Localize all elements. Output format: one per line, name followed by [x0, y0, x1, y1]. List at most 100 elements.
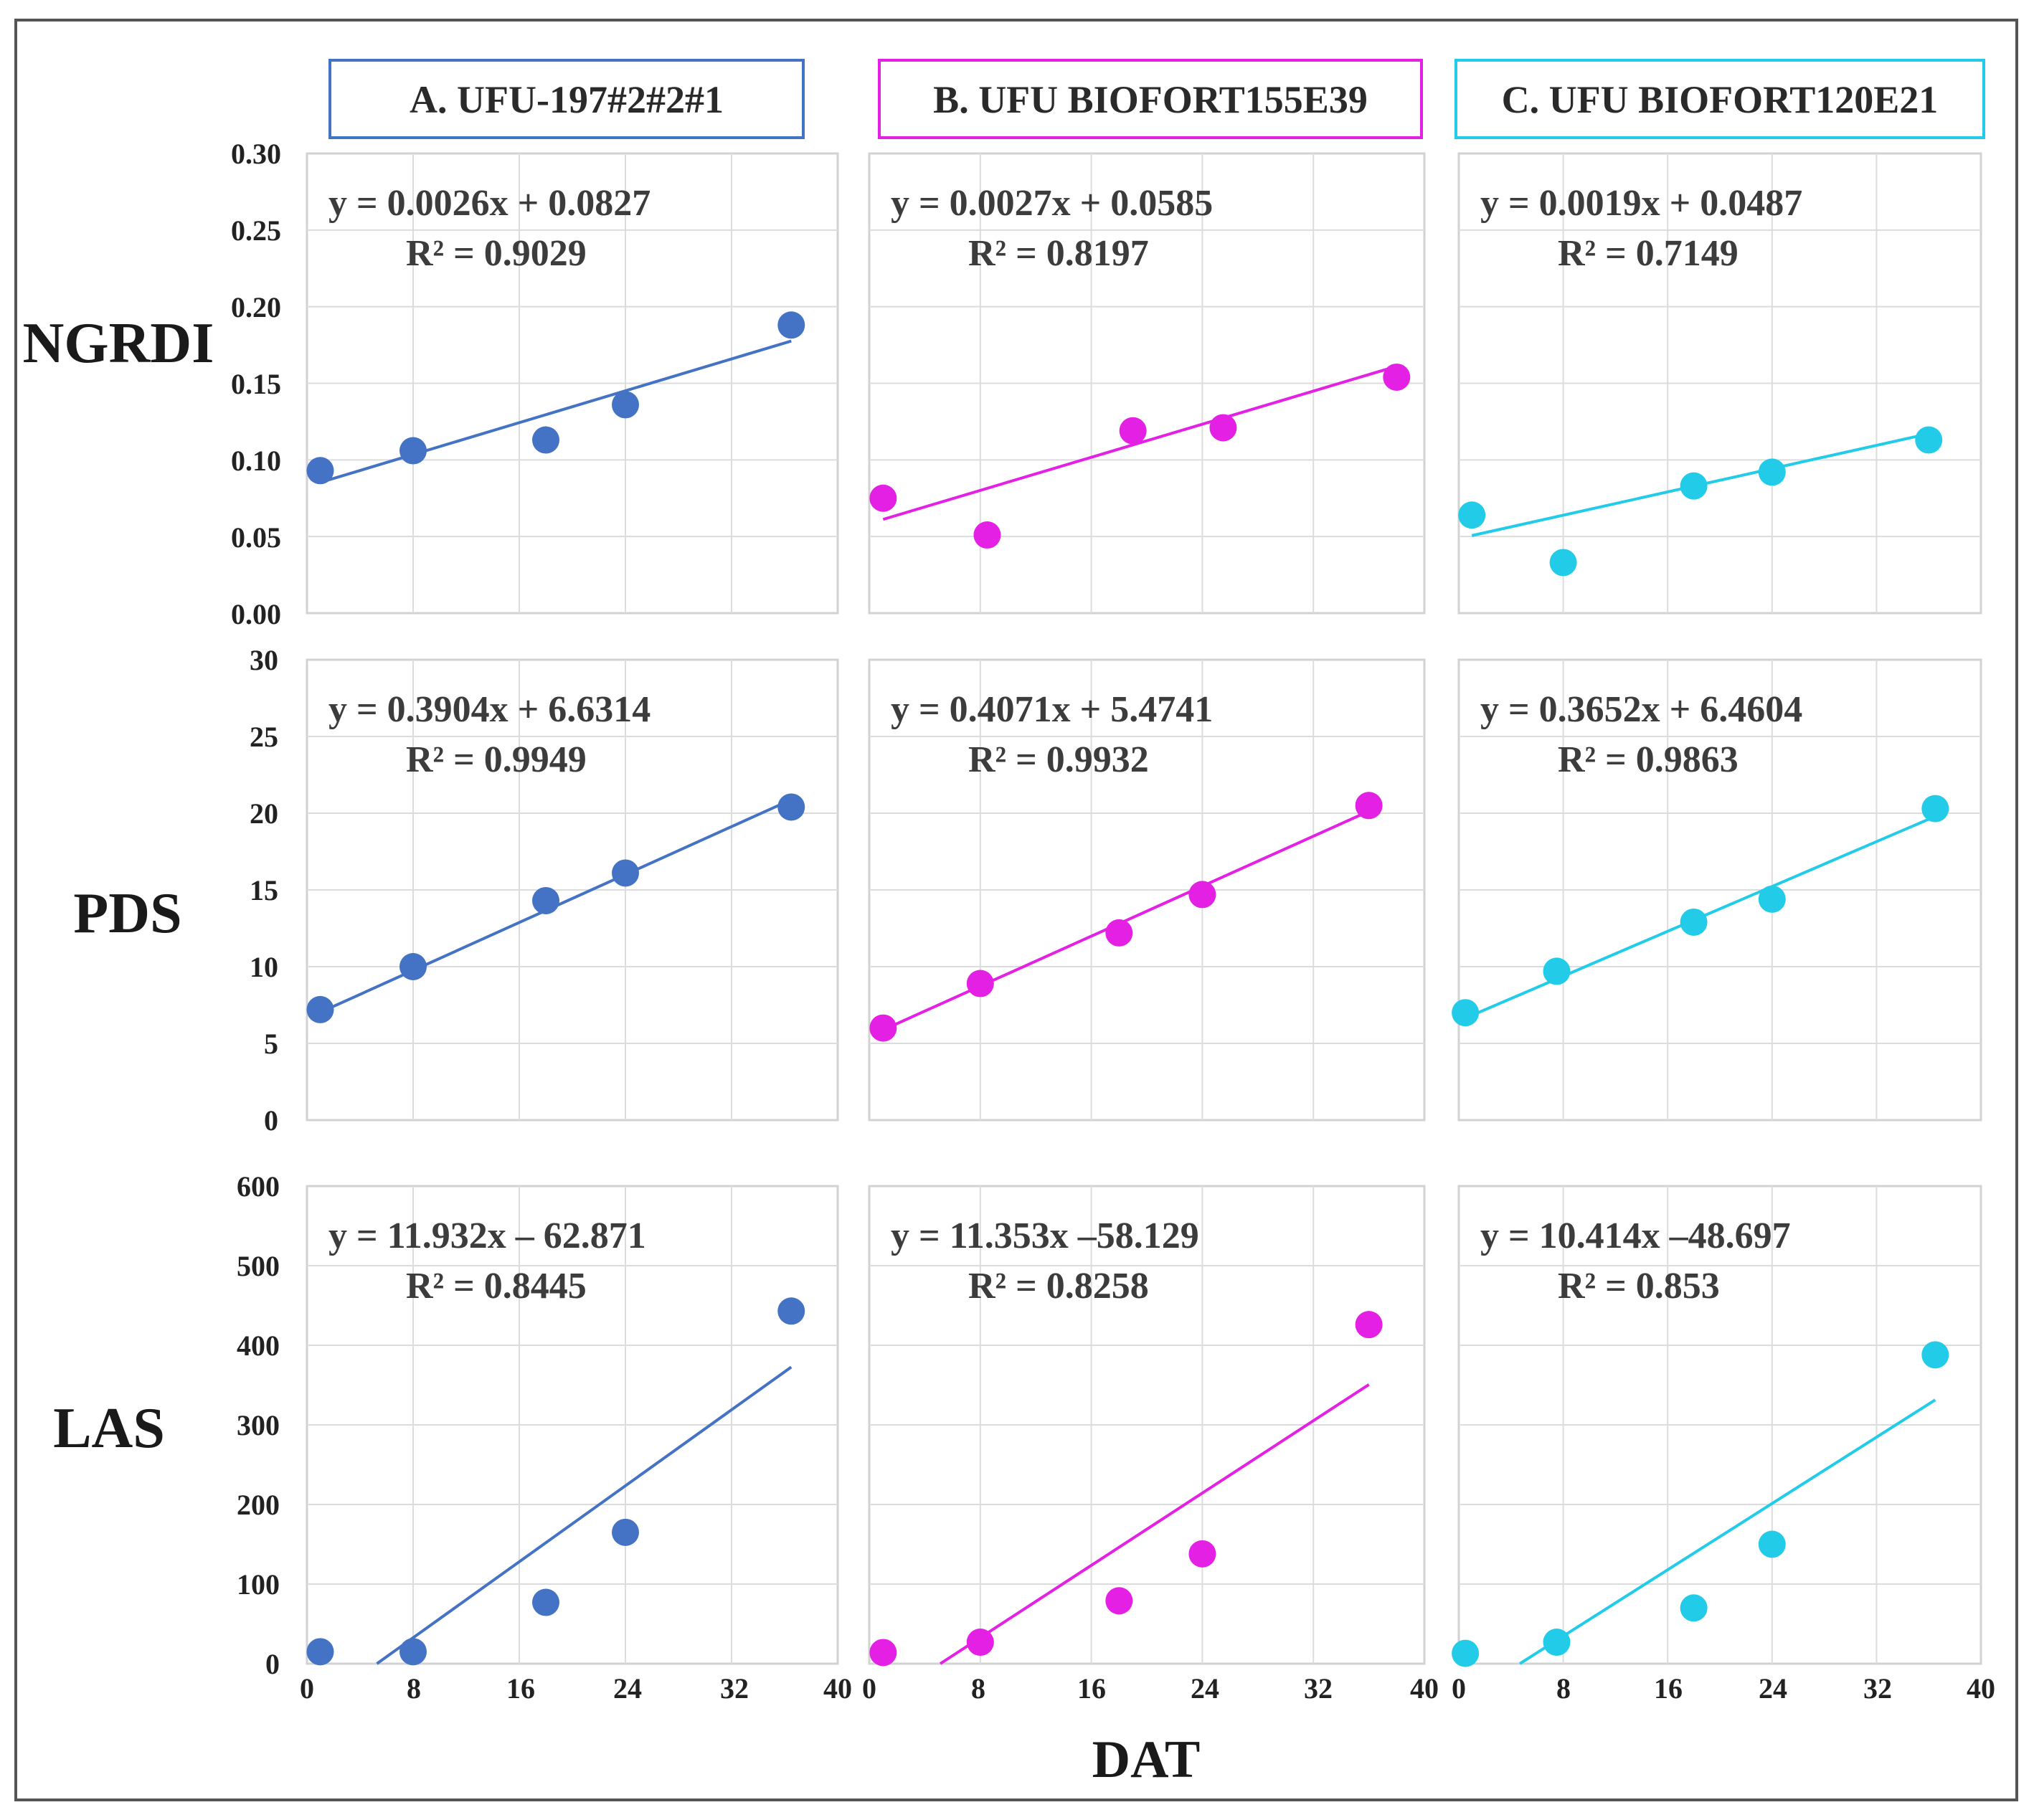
- x-tick-label: 32: [1863, 1672, 1892, 1705]
- r-squared-label: R² = 0.8258: [968, 1266, 1149, 1307]
- data-point: [1915, 426, 1943, 454]
- trendline: [882, 364, 1397, 521]
- data-point: [966, 970, 994, 997]
- y-tick-label: 600: [237, 1170, 280, 1203]
- data-point: [1452, 999, 1480, 1027]
- column-header-a-title: A. UFU-197#2#2#1: [410, 78, 724, 121]
- y-tick-label: 200: [237, 1489, 280, 1521]
- r-squared-label: R² = 0.8197: [968, 233, 1149, 274]
- trendline-equation: y = 11.932x – 62.871: [328, 1215, 646, 1256]
- column-header-c: C. UFU BIOFORT120E21: [1454, 59, 1985, 139]
- r-squared-label: R² = 0.9863: [1558, 739, 1739, 780]
- x-tick-label: 24: [1759, 1672, 1787, 1705]
- data-point: [1452, 1639, 1480, 1667]
- data-point: [1188, 1540, 1216, 1568]
- y-tick-label: 0: [264, 1104, 278, 1137]
- data-point: [399, 437, 427, 465]
- data-point: [1680, 1594, 1708, 1622]
- data-point: [1119, 417, 1147, 445]
- r-squared-label: R² = 0.8445: [406, 1266, 587, 1307]
- x-tick-label: 32: [1304, 1672, 1333, 1705]
- x-tick-label: 32: [720, 1672, 749, 1705]
- data-point: [306, 995, 334, 1023]
- y-tick-label: 400: [237, 1330, 280, 1362]
- panel-las-b: y = 11.353x –58.129 R² = 0.8258: [868, 1185, 1426, 1667]
- trendline: [1519, 1398, 1936, 1665]
- data-point: [399, 953, 427, 980]
- panel-las-a: y = 11.932x – 62.871 R² = 0.8445: [306, 1185, 839, 1666]
- y-tick-label: 0.10: [231, 445, 281, 477]
- data-point: [777, 1297, 805, 1325]
- y-tick-label: 0.05: [231, 521, 281, 554]
- data-point: [1758, 885, 1786, 913]
- column-header-a-box: [328, 59, 805, 139]
- x-tick-label: 8: [971, 1672, 985, 1705]
- column-header-a: A. UFU-197#2#2#1: [328, 59, 805, 139]
- panel-ngrdi-b: y = 0.0027x + 0.0585 R² = 0.8197: [868, 152, 1426, 615]
- x-tick-label: 0: [862, 1672, 876, 1705]
- trendline-equation: y = 0.0026x + 0.0827: [328, 183, 651, 224]
- data-point: [399, 1638, 427, 1666]
- trendline-equation: y = 0.0027x + 0.0585: [891, 183, 1213, 224]
- x-axis-title: DAT: [1092, 1730, 1201, 1789]
- data-point: [1549, 549, 1577, 577]
- data-point: [612, 859, 639, 887]
- y-ticks-ngrdi: 0.00 0.05 0.10 0.15 0.20 0.25 0.30: [231, 138, 281, 630]
- y-tick-label: 20: [250, 797, 278, 830]
- x-tick-label: 16: [506, 1672, 535, 1705]
- data-point: [869, 1014, 897, 1042]
- column-header-c-title: C. UFU BIOFORT120E21: [1502, 78, 1939, 121]
- data-point: [869, 1639, 897, 1667]
- y-ticks-las: 0 100 200 300 400 500 600: [237, 1170, 280, 1680]
- y-tick-label: 500: [237, 1250, 280, 1282]
- data-point: [1188, 881, 1216, 909]
- data-point: [532, 886, 559, 914]
- data-point: [1383, 363, 1411, 391]
- panel-pds-c: y = 0.3652x + 6.4604 R² = 0.9863: [1452, 658, 1982, 1122]
- data-point: [532, 1588, 559, 1616]
- trendline-equation: y = 10.414x –48.697: [1480, 1215, 1791, 1256]
- x-tick-label: 40: [823, 1672, 852, 1705]
- trendline: [882, 810, 1370, 1031]
- trendline: [939, 1383, 1370, 1665]
- trendline-equation: y = 11.353x –58.129: [891, 1215, 1199, 1256]
- trendline-equation: y = 0.3904x + 6.6314: [328, 689, 651, 730]
- y-tick-label: 0.30: [231, 138, 281, 170]
- data-point: [1680, 472, 1708, 500]
- data-point: [966, 1629, 994, 1657]
- panel-ngrdi-a: y = 0.0026x + 0.0827 R² = 0.9029: [306, 152, 839, 615]
- column-header-b: B. UFU BIOFORT155E39: [878, 59, 1423, 139]
- column-header-b-title: B. UFU BIOFORT155E39: [933, 78, 1368, 121]
- panel-ngrdi-c: y = 0.0019x + 0.0487 R² = 0.7149: [1457, 152, 1982, 615]
- data-point: [869, 484, 897, 512]
- x-ticks-c: 0 8 16 24 32 40: [1452, 1672, 1995, 1705]
- data-point: [1680, 908, 1708, 936]
- r-squared-label: R² = 0.7149: [1558, 233, 1739, 274]
- panel-pds-b: y = 0.4071x + 5.4741 R² = 0.9932: [868, 658, 1426, 1122]
- data-point: [1355, 1311, 1383, 1339]
- figure-border: [14, 19, 2018, 1801]
- y-tick-label: 0.20: [231, 291, 281, 323]
- row-label-las: LAS: [53, 1397, 165, 1460]
- y-tick-label: 0.25: [231, 214, 281, 247]
- r-squared-label: R² = 0.9029: [406, 233, 587, 274]
- data-point: [777, 311, 805, 339]
- data-point: [777, 793, 805, 821]
- data-point: [1209, 414, 1237, 442]
- data-point: [306, 1638, 334, 1666]
- y-tick-label: 0: [265, 1648, 280, 1680]
- x-tick-label: 0: [1452, 1672, 1466, 1705]
- y-tick-label: 25: [250, 721, 278, 753]
- x-tick-label: 16: [1654, 1672, 1683, 1705]
- row-label-pds: PDS: [73, 882, 181, 945]
- y-tick-label: 0.15: [231, 368, 281, 400]
- y-tick-label: 300: [237, 1409, 280, 1441]
- x-tick-label: 0: [300, 1672, 314, 1705]
- y-tick-label: 5: [264, 1028, 278, 1060]
- y-tick-label: 100: [237, 1568, 280, 1601]
- data-point: [612, 1518, 639, 1546]
- row-label-ngrdi: NGRDI: [23, 312, 214, 375]
- data-point: [1921, 795, 1949, 823]
- data-point: [1758, 1530, 1786, 1558]
